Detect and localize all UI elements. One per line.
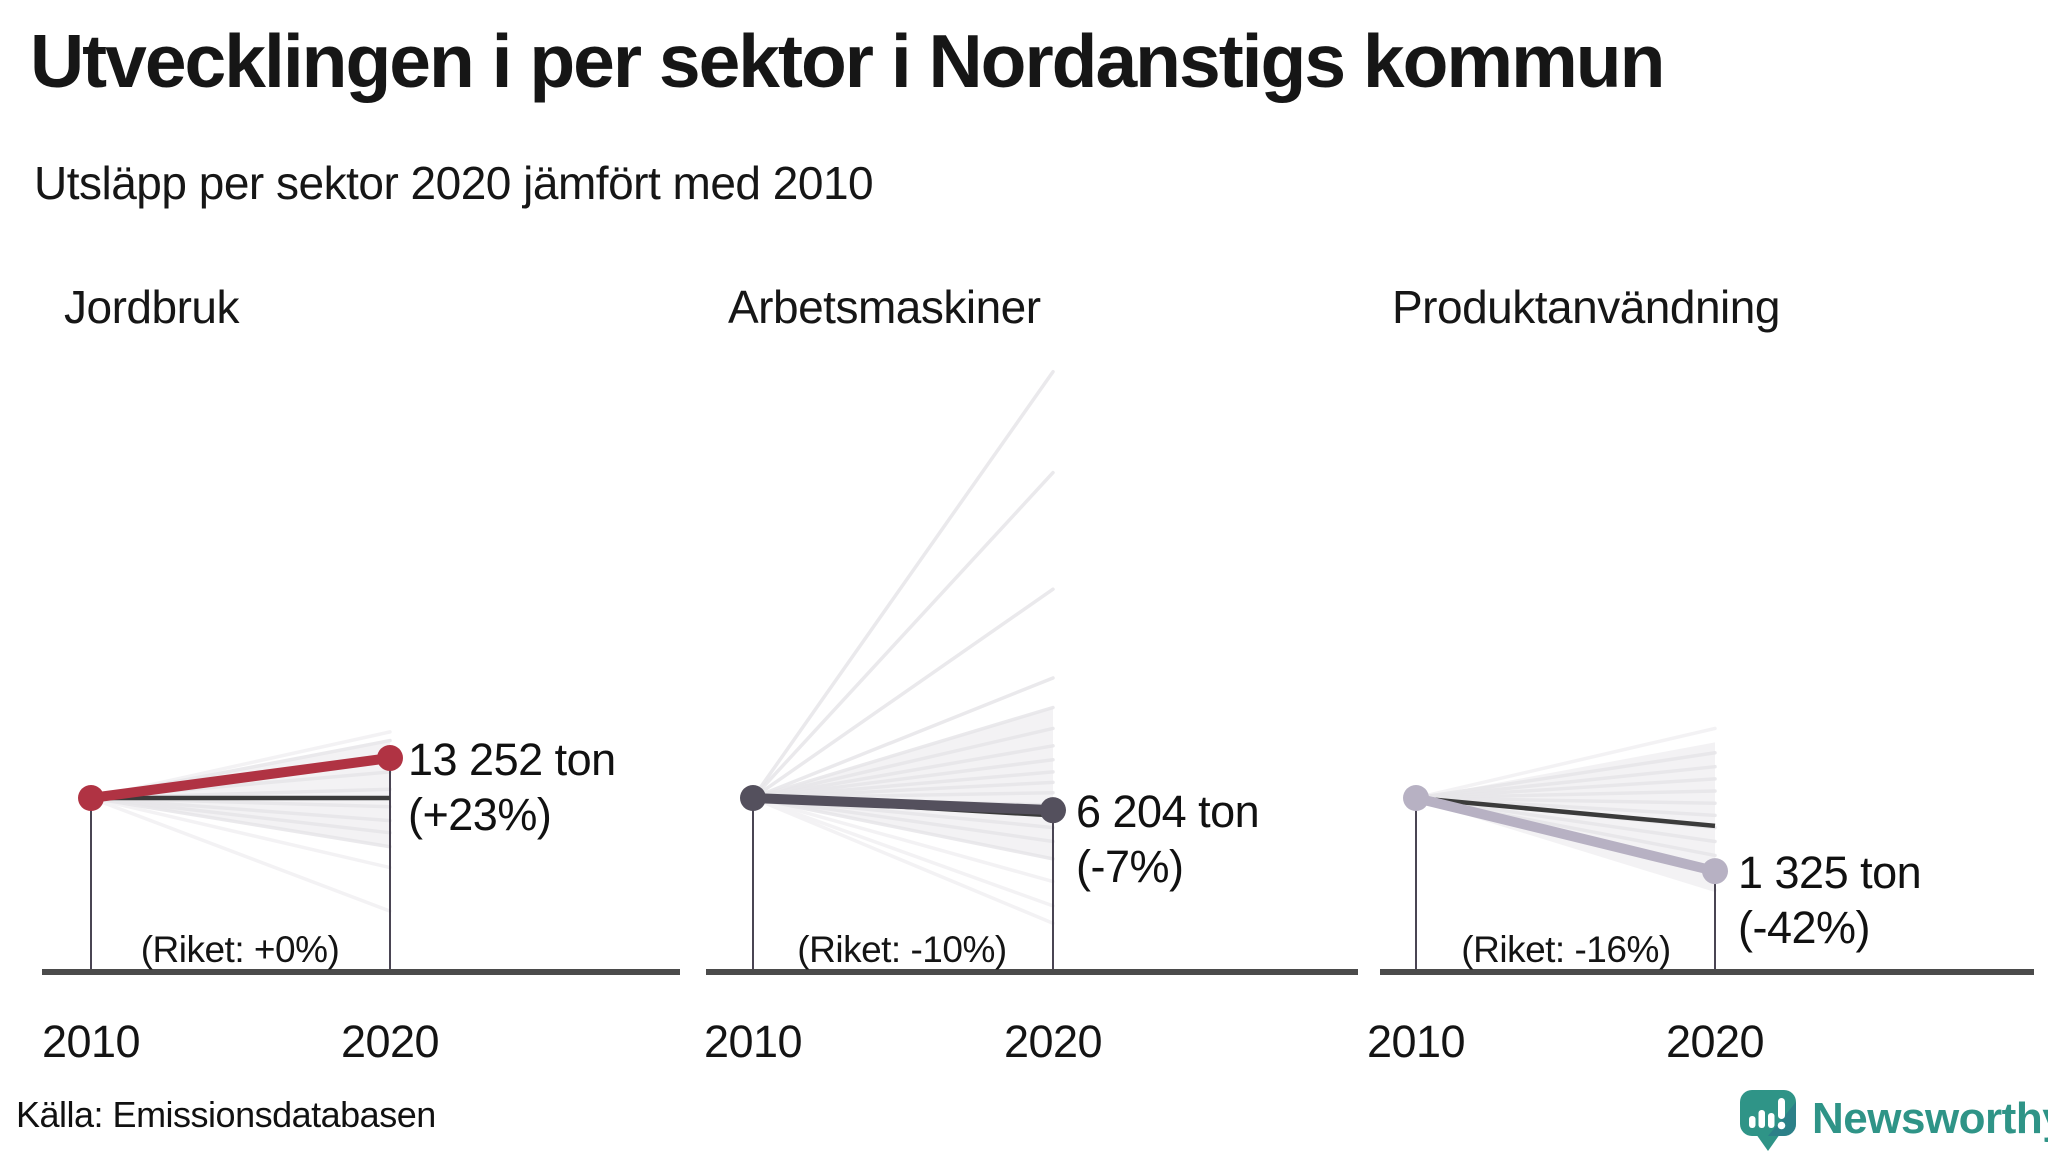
background-line xyxy=(751,796,1055,884)
pct-label: (-7%) xyxy=(1076,841,1184,892)
background-line xyxy=(751,796,1055,926)
riket-line xyxy=(1415,795,1716,829)
x-tick-2020: 2020 xyxy=(1003,1016,1103,1067)
background-line xyxy=(751,757,1055,800)
point-2010 xyxy=(1403,785,1429,811)
municipality-line xyxy=(1411,793,1720,877)
municipality-line xyxy=(748,793,1058,816)
background-line xyxy=(751,744,1055,800)
x-tick-2020: 2020 xyxy=(1665,1016,1765,1067)
brand-wordmark: Newsworthy xyxy=(1812,1094,2048,1143)
background-line xyxy=(751,796,1055,844)
background-line xyxy=(1414,751,1717,800)
x-tick-2010: 2010 xyxy=(41,1016,141,1067)
chart-title-jordbruk: Jordbruk xyxy=(64,281,239,333)
slope-chart-produktanvändning xyxy=(1380,726,2034,975)
background-line xyxy=(89,796,392,823)
newsworthy-logo-icon xyxy=(1740,1090,1796,1151)
background-line xyxy=(751,587,1055,800)
riket-label-jordbruk: (Riket: +0%) xyxy=(140,929,340,970)
slope-chart-jordbruk xyxy=(42,730,680,975)
point-2020 xyxy=(1702,858,1728,885)
point-2010 xyxy=(78,785,104,811)
pct-label: (-42%) xyxy=(1738,902,1871,953)
background-line xyxy=(1414,764,1717,800)
page-subtitle: Utsläpp per sektor 2020 jämfört med 2010 xyxy=(34,157,874,209)
background-line xyxy=(1414,789,1717,800)
background-line xyxy=(751,676,1055,800)
x-tick-2010: 2010 xyxy=(703,1016,803,1067)
background-line xyxy=(89,796,392,835)
annotation-jordbruk: 13 252 ton (+23%) xyxy=(408,732,616,842)
x-tick-2020: 2020 xyxy=(340,1016,440,1067)
value-label: 13 252 ton xyxy=(408,734,616,785)
annotation-produktanvandning: 1 325 ton (-42%) xyxy=(1738,845,1922,955)
point-2010 xyxy=(740,785,766,811)
page-title: Utvecklingen i per sektor i Nordanstigs … xyxy=(30,19,1665,103)
background-line xyxy=(751,705,1055,800)
value-label: 6 204 ton xyxy=(1076,786,1260,837)
riket-label-arbetsmaskiner: (Riket: -10%) xyxy=(797,929,1007,970)
riket-label-produktanvandning: (Riket: -16%) xyxy=(1461,929,1671,970)
pct-label: (+23%) xyxy=(408,789,552,840)
value-label: 1 325 ton xyxy=(1738,847,1922,898)
x-tick-2010: 2010 xyxy=(1366,1016,1466,1067)
background-line xyxy=(89,796,392,849)
brand-footer: Newsworthy xyxy=(1738,1088,2048,1152)
background-line xyxy=(751,470,1055,800)
chart-title-arbetsmaskiner: Arbetsmaskiner xyxy=(728,281,1041,333)
annotation-arbetsmaskiner: 6 204 ton (-7%) xyxy=(1076,784,1260,894)
municipality-line xyxy=(86,752,395,803)
background-line xyxy=(1414,796,1717,805)
background-line xyxy=(751,796,1055,908)
point-2020 xyxy=(1040,797,1066,824)
background-line xyxy=(1414,726,1717,800)
background-line xyxy=(89,796,392,870)
slope-chart-arbetsmaskiner xyxy=(706,369,1358,975)
background-line xyxy=(751,796,1055,861)
chart-title-produktanvandning: Produktanvändning xyxy=(1392,281,1780,333)
background-line xyxy=(1414,777,1717,800)
background-line xyxy=(751,369,1055,800)
background-line xyxy=(751,726,1055,800)
background-line xyxy=(89,796,392,913)
point-2020 xyxy=(377,744,403,771)
source-note: Källa: Emissionsdatabasen xyxy=(16,1094,436,1135)
